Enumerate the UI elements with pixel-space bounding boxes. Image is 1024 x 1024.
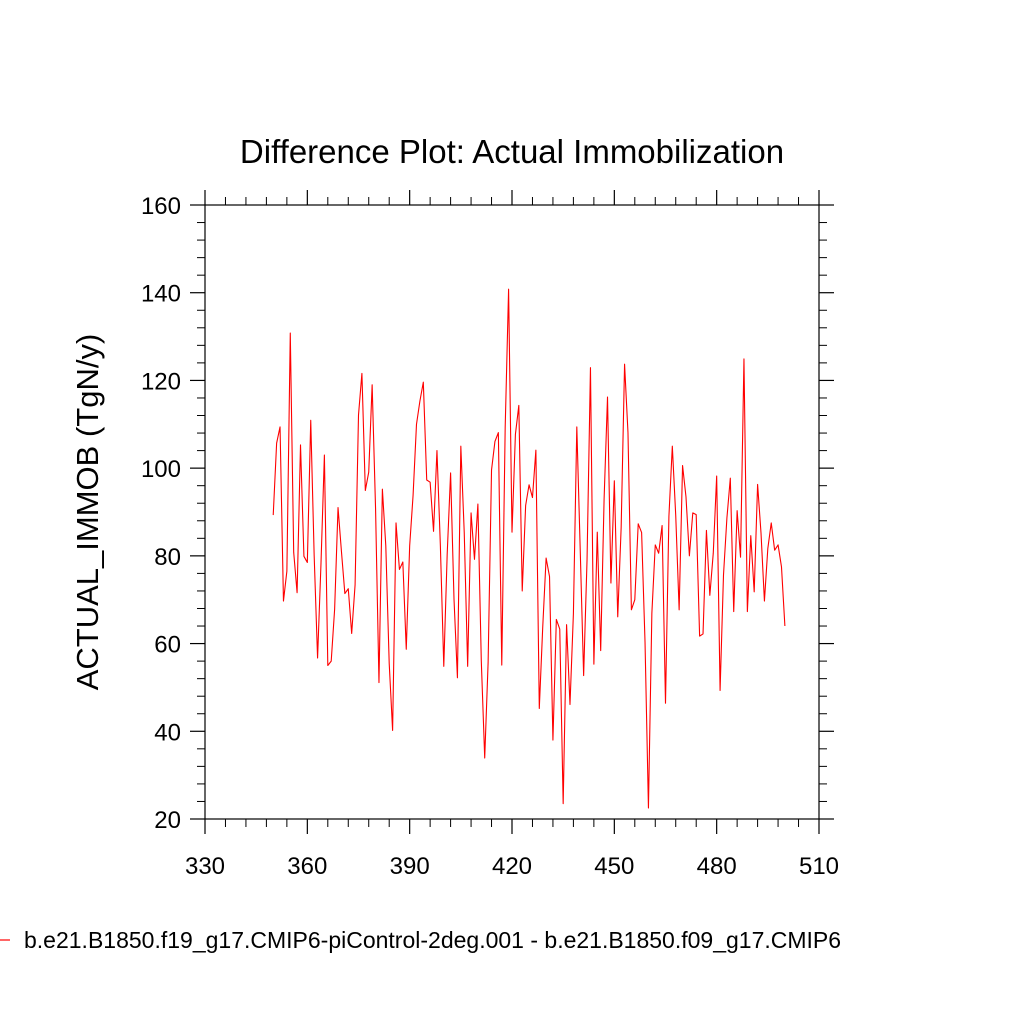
x-tick-label: 450 bbox=[594, 853, 634, 880]
x-tick-label: 480 bbox=[697, 853, 737, 880]
y-tick-label: 160 bbox=[141, 193, 181, 220]
x-tick-label: 510 bbox=[799, 853, 839, 880]
x-tick-label: 420 bbox=[492, 853, 532, 880]
y-tick-label: 120 bbox=[141, 368, 181, 395]
x-tick-label: 360 bbox=[287, 853, 327, 880]
y-tick-label: 40 bbox=[154, 719, 181, 746]
y-tick-label: 60 bbox=[154, 632, 181, 659]
y-tick-label: 80 bbox=[154, 544, 181, 571]
minor-ticks bbox=[197, 197, 827, 827]
major-ticks bbox=[190, 190, 834, 834]
x-tick-label: 330 bbox=[185, 853, 225, 880]
y-tick-label: 100 bbox=[141, 456, 181, 483]
x-tick-label: 390 bbox=[390, 853, 430, 880]
series-line bbox=[272, 288, 786, 809]
legend-label: b.e21.B1850.f19_g17.CMIP6-piControl-2deg… bbox=[24, 927, 841, 953]
tick-labels: 330 360 390 420 450 480 510 20 40 60 80 100 120 140 16… bbox=[141, 193, 839, 880]
series-points bbox=[272, 288, 787, 810]
y-tick-label: 140 bbox=[141, 281, 181, 308]
chart-title: Difference Plot: Actual Immobilization bbox=[240, 133, 784, 170]
y-tick-label: 20 bbox=[154, 807, 181, 834]
y-axis-label: ACTUAL_IMMOB (TgN/y) bbox=[70, 334, 105, 691]
